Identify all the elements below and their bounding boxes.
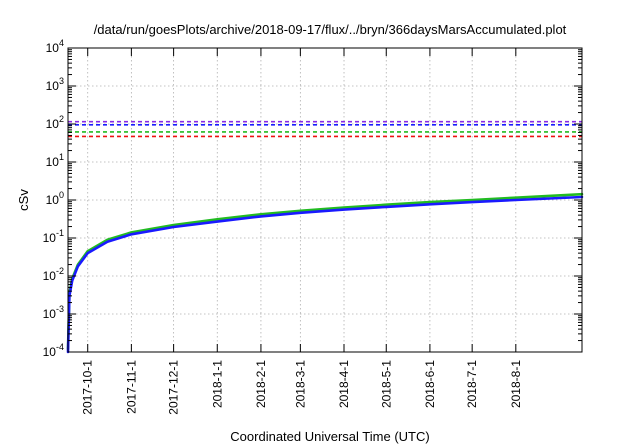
- y-tick-base: 10: [46, 117, 60, 131]
- x-tick-label: 2018-7-1: [465, 360, 479, 408]
- series-group: [66, 192, 584, 354]
- x-tick-label: 2017-11-1: [124, 360, 138, 414]
- chart-title: /data/run/goesPlots/archive/2018-09-17/f…: [94, 22, 567, 37]
- x-axis-label: Coordinated Universal Time (UTC): [230, 429, 429, 444]
- y-tick-label: 100: [46, 190, 64, 207]
- y-tick-base: 10: [43, 307, 57, 321]
- x-tick-label: 2017-10-1: [81, 360, 95, 415]
- y-tick-label: 10-3: [43, 304, 64, 321]
- y-tick-label: 101: [46, 152, 64, 169]
- series-line: [66, 192, 584, 351]
- x-tick-label: 2018-8-1: [509, 360, 523, 408]
- x-axis-ticks: 2017-10-1 2017-11-1 2017-12-1 2018-1-1 2018-…: [81, 48, 523, 415]
- series-line: [66, 195, 584, 354]
- x-tick-label: 2018-3-1: [293, 360, 307, 408]
- x-tick-label: 2018-5-1: [379, 360, 393, 408]
- y-axis-label: cSv: [16, 189, 31, 211]
- y-tick-base: 10: [43, 269, 57, 283]
- x-tick-label: 2018-6-1: [423, 360, 437, 408]
- y-tick-base: 10: [46, 193, 60, 207]
- y-tick-base: 10: [43, 231, 57, 245]
- y-tick-exponent: 1: [59, 152, 64, 162]
- y-tick-exponent: 4: [59, 38, 64, 48]
- y-tick-label: 10-2: [43, 266, 64, 283]
- y-tick-exponent: -1: [56, 228, 64, 238]
- y-tick-base: 10: [46, 41, 60, 55]
- y-tick-exponent: -4: [56, 342, 64, 352]
- y-tick-base: 10: [43, 345, 57, 359]
- y-tick-exponent: 3: [59, 76, 64, 86]
- y-tick-label: 10-1: [43, 228, 64, 245]
- x-tick-label: 2018-4-1: [337, 360, 351, 408]
- y-tick-exponent: -2: [56, 266, 64, 276]
- x-tick-label: 2018-1-1: [210, 360, 224, 408]
- y-tick-exponent: 2: [59, 114, 64, 124]
- x-tick-label: 2017-12-1: [167, 360, 181, 415]
- y-tick-base: 10: [46, 79, 60, 93]
- y-tick-label: 102: [46, 114, 64, 131]
- y-tick-base: 10: [46, 155, 60, 169]
- y-tick-label: 10-4: [43, 342, 64, 359]
- y-tick-exponent: 0: [59, 190, 64, 200]
- x-tick-label: 2018-2-1: [254, 360, 268, 408]
- y-tick-exponent: -3: [56, 304, 64, 314]
- grid: [68, 48, 582, 352]
- y-tick-label: 104: [46, 38, 64, 55]
- y-tick-label: 103: [46, 76, 64, 93]
- reference-lines: [68, 120, 582, 138]
